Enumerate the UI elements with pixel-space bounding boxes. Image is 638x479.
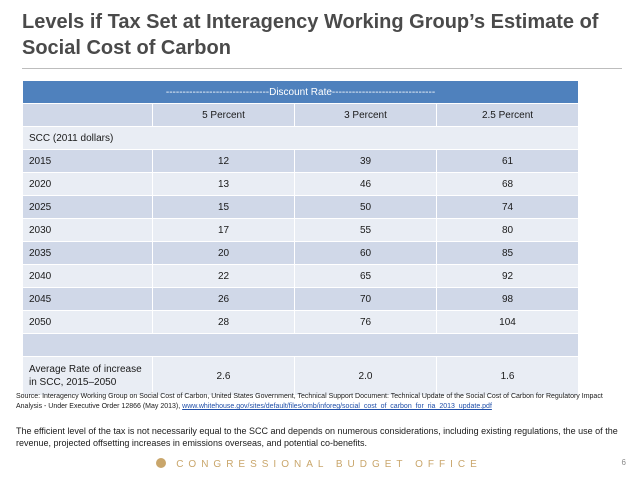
page-number: 6	[621, 458, 626, 467]
value-3-percent: 65	[294, 264, 437, 288]
table-row: 2020 13 46 68	[22, 172, 580, 196]
value-3-percent: 60	[294, 241, 437, 265]
column-header-blank	[22, 103, 153, 127]
average-rate-row: Average Rate of increase in SCC, 2015–205…	[22, 356, 580, 396]
footer: CONGRESSIONAL BUDGET OFFICE	[0, 458, 638, 472]
efficiency-note: The efficient level of the tax is not ne…	[16, 426, 618, 448]
table-row: 2015 12 39 61	[22, 149, 580, 173]
column-header-row: 5 Percent 3 Percent 2.5 Percent	[22, 103, 580, 127]
unit-label: SCC (2011 dollars)	[21, 126, 580, 150]
value-2-5-percent: 104	[435, 310, 580, 334]
row-year: 2050	[22, 310, 153, 334]
value-3-percent: 46	[294, 172, 437, 196]
spacer-cell	[21, 333, 580, 357]
value-5-percent: 26	[152, 287, 295, 311]
average-rate-label-line1: Average Rate of increase	[29, 364, 142, 375]
value-3-percent: 50	[294, 195, 437, 219]
column-header-5-percent: 5 Percent	[152, 103, 295, 127]
discount-rate-header: -------------------------------Discount …	[21, 80, 580, 104]
discount-rate-header-row: -------------------------------Discount …	[21, 80, 580, 104]
row-year: 2030	[22, 218, 153, 242]
row-year: 2040	[22, 264, 153, 288]
table-row: 2040 22 65 92	[22, 264, 580, 288]
table-row: 2050 28 76 104	[22, 310, 580, 334]
average-2-5-percent: 1.6	[435, 356, 580, 396]
page-title: Levels if Tax Set at Interagency Working…	[22, 11, 599, 59]
value-3-percent: 55	[294, 218, 437, 242]
average-3-percent: 2.0	[294, 356, 437, 396]
table-row: 2035 20 60 85	[22, 241, 580, 265]
value-2-5-percent: 80	[435, 218, 580, 242]
cbo-logo-icon	[156, 458, 167, 468]
row-year: 2035	[22, 241, 153, 265]
average-5-percent: 2.6	[152, 356, 295, 396]
source-prefix: Source:	[16, 393, 41, 400]
row-year: 2015	[22, 149, 153, 173]
row-year: 2025	[22, 195, 153, 219]
average-rate-label: Average Rate of increase in SCC, 2015–205…	[22, 356, 153, 396]
footer-agency-name: CONGRESSIONAL BUDGET OFFICE	[176, 459, 482, 470]
value-2-5-percent: 61	[435, 149, 580, 173]
table-row: 2045 26 70 98	[22, 287, 580, 311]
column-header-3-percent: 3 Percent	[294, 103, 437, 127]
value-5-percent: 15	[152, 195, 295, 219]
average-rate-label-line2: in SCC, 2015–2050	[29, 377, 117, 388]
title-divider	[22, 68, 622, 69]
value-2-5-percent: 85	[435, 241, 580, 265]
table-row: 2025 15 50 74	[22, 195, 580, 219]
value-5-percent: 20	[152, 241, 295, 265]
value-2-5-percent: 68	[435, 172, 580, 196]
source-citation: Source: Interagency Working Group on Soc…	[16, 392, 622, 412]
row-year: 2045	[22, 287, 153, 311]
source-text: Interagency Working Group on Social Cost…	[16, 393, 603, 410]
unit-label-row: SCC (2011 dollars)	[21, 126, 580, 150]
value-5-percent: 12	[152, 149, 295, 173]
value-5-percent: 28	[152, 310, 295, 334]
value-5-percent: 17	[152, 218, 295, 242]
value-3-percent: 70	[294, 287, 437, 311]
table-row: 2030 17 55 80	[22, 218, 580, 242]
source-link[interactable]: www.whitehouse.gov/sites/default/files/o…	[182, 403, 492, 410]
row-year: 2020	[22, 172, 153, 196]
spacer-row	[21, 333, 580, 357]
value-5-percent: 22	[152, 264, 295, 288]
value-2-5-percent: 74	[435, 195, 580, 219]
value-5-percent: 13	[152, 172, 295, 196]
column-header-2-5-percent: 2.5 Percent	[435, 103, 580, 127]
value-2-5-percent: 98	[435, 287, 580, 311]
value-3-percent: 76	[294, 310, 437, 334]
value-2-5-percent: 92	[435, 264, 580, 288]
scc-table: -------------------------------Discount …	[21, 80, 580, 396]
value-3-percent: 39	[294, 149, 437, 173]
